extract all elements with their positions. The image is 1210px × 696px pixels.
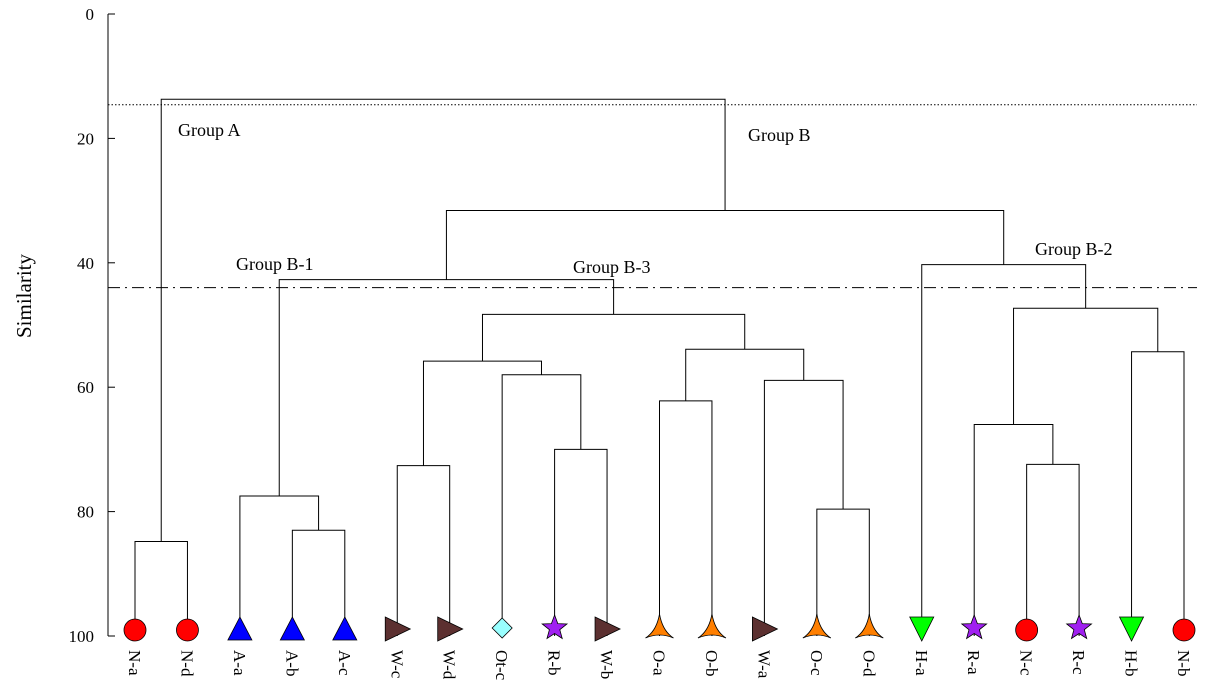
marker-a-c: [332, 616, 358, 641]
leaf-label-o-a: O-a: [650, 650, 669, 676]
leaf-label-o-b: O-b: [702, 650, 721, 676]
branch-m15: [973, 424, 1054, 636]
leaf-label-h-b: H-b: [1122, 650, 1141, 676]
marker-ot-c: [491, 617, 513, 639]
marker-w-b: [594, 616, 621, 642]
marker-a-a: [227, 616, 253, 641]
leaf-label-r-c: R-c: [1069, 650, 1088, 675]
branches: [134, 98, 1185, 636]
marker-n-a: [123, 618, 147, 642]
leaf-label-w-d: W-d: [440, 650, 459, 680]
leaf-label-w-b: W-b: [597, 650, 616, 679]
y-axis-title: Similarity: [12, 254, 36, 339]
marker-n-b: [1172, 618, 1196, 642]
leaf-label-w-c: W-c: [387, 650, 406, 679]
y-tick-label-20: 20: [77, 129, 94, 148]
marker-h-b: [1118, 616, 1145, 642]
marker-o-c: [802, 613, 832, 639]
branch-m16: [1131, 351, 1185, 636]
branch-m10: [763, 379, 844, 636]
annotation-group-a: Group A: [178, 120, 241, 140]
leaf-label-w-a: W-a: [754, 650, 773, 679]
leaf-markers: [123, 613, 1196, 642]
y-tick-label-60: 60: [77, 378, 94, 397]
branch-m2: [291, 529, 346, 636]
reference-lines: [108, 104, 1197, 289]
marker-r-b: [541, 613, 569, 640]
branch-m12: [481, 313, 746, 362]
leaf-label-n-b: N-b: [1174, 650, 1193, 676]
leaf-label-h-a: H-a: [912, 650, 931, 676]
branch-m7: [422, 360, 542, 466]
y-tick-label-0: 0: [86, 5, 95, 24]
branch-m4: [396, 465, 451, 636]
annotation-group-b-2: Group B-2: [1035, 239, 1113, 259]
marker-w-a: [752, 616, 779, 642]
marker-o-b: [697, 613, 727, 639]
branch-m8: [659, 400, 713, 636]
marker-w-c: [384, 616, 412, 642]
branch-m5: [554, 448, 608, 636]
marker-n-c: [1015, 618, 1039, 642]
leaf-label-n-c: N-c: [1017, 650, 1036, 676]
y-tick-label-100: 100: [69, 627, 95, 646]
leaf-label-o-c: O-c: [807, 650, 826, 676]
branch-m18: [921, 264, 1087, 636]
leaf-labels: N-a N-d A-a A-b A-c W-c W-d Ot-c R-b W-b O-a O-b W-a…: [125, 650, 1193, 681]
annotation-group-b-1: Group B-1: [236, 254, 314, 274]
branch-m9: [816, 508, 870, 636]
branch-m11: [685, 348, 805, 401]
leaf-label-n-d: N-d: [177, 650, 196, 677]
branch-m20: [160, 98, 726, 542]
branch-m19: [445, 210, 1005, 280]
marker-a-b: [279, 616, 306, 641]
leaf-label-a-b: A-b: [282, 650, 301, 676]
leaf-label-o-d: O-d: [859, 650, 878, 677]
y-tick-label-80: 80: [77, 503, 94, 522]
leaf-label-r-a: R-a: [964, 650, 983, 675]
branch-m14: [1026, 463, 1080, 636]
marker-o-d: [855, 613, 884, 639]
leaf-label-n-a: N-a: [125, 650, 144, 676]
marker-o-a: [645, 613, 674, 639]
branch-m17: [1013, 307, 1159, 425]
y-tick-label-40: 40: [77, 254, 94, 273]
marker-r-c: [1065, 613, 1093, 640]
y-axis: 0 20 40 60 80 100: [69, 5, 115, 646]
leaf-label-r-b: R-b: [545, 650, 564, 676]
marker-r-a: [960, 613, 988, 640]
leaf-label-a-c: A-c: [335, 650, 354, 676]
marker-n-d: [176, 618, 199, 642]
leaf-label-a-a: A-a: [230, 650, 249, 676]
marker-w-d: [437, 616, 464, 642]
annotation-group-b: Group B: [748, 125, 811, 145]
marker-h-a: [909, 616, 935, 642]
branch-m6: [501, 374, 582, 636]
annotation-group-b-3: Group B-3: [573, 257, 651, 277]
branch-m3: [239, 495, 320, 636]
group-annotations: Group A Group B Group B-1 Group B-3 Grou…: [178, 120, 1113, 277]
branch-m13: [278, 279, 615, 497]
leaf-label-ot-c: Ot-c: [492, 650, 511, 681]
